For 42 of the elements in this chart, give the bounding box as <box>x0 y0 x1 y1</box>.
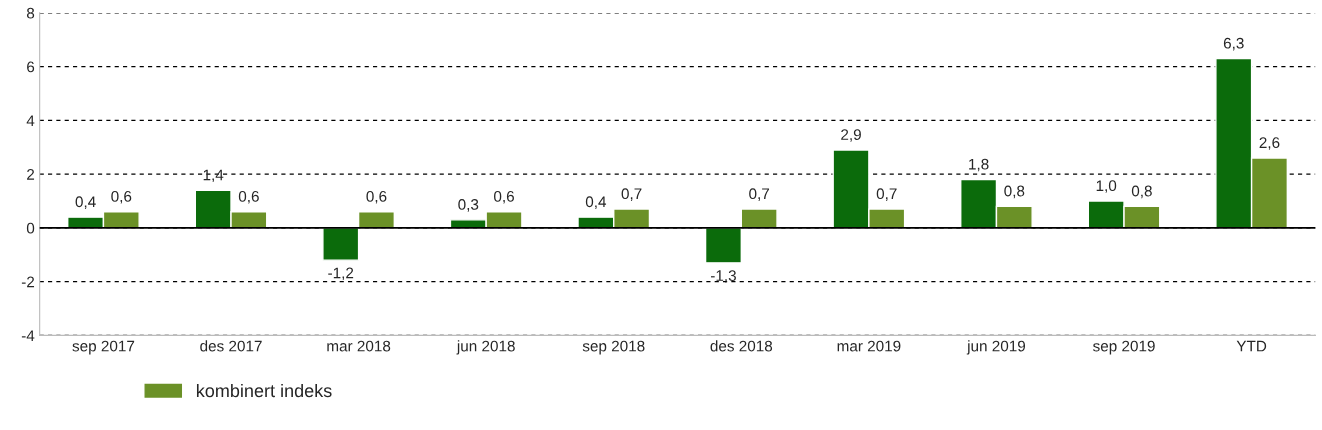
y-tick-label: 2 <box>27 169 35 180</box>
y-tick-label: -2 <box>21 276 35 288</box>
data-label: 0,6 <box>366 190 387 204</box>
bar <box>740 208 778 229</box>
data-label: 0,8 <box>1004 185 1025 199</box>
x-tick-label: jun 2019 <box>966 340 1026 355</box>
y-tick-label: 8 <box>26 7 35 19</box>
data-label: 0,3 <box>458 199 479 212</box>
x-tick-label: des 2018 <box>710 340 773 352</box>
x-tick-label: des 2017 <box>200 340 262 352</box>
data-label: 0,7 <box>876 188 897 201</box>
data-label: 0,4 <box>75 196 96 209</box>
data-label: 1,4 <box>203 169 224 183</box>
data-label: 1,8 <box>969 158 989 172</box>
x-tick-label: mar 2019 <box>837 340 901 352</box>
data-label: 6,3 <box>1223 37 1244 51</box>
bar <box>322 227 360 261</box>
data-label: 0,7 <box>621 188 642 201</box>
data-label: 0,4 <box>585 196 607 209</box>
data-label: 0,6 <box>238 190 259 204</box>
data-label: 0,8 <box>1131 185 1152 199</box>
data-label: -1,2 <box>328 267 354 281</box>
x-tick-label: sep 2018 <box>582 340 645 355</box>
bar <box>357 211 396 229</box>
data-label: 2,6 <box>1259 137 1280 150</box>
y-tick-label: 6 <box>27 61 35 73</box>
x-tick-label: jun 2018 <box>456 340 515 355</box>
x-tick-label: mar 2018 <box>327 340 391 352</box>
x-tick-label: sep 2017 <box>72 340 135 355</box>
bar <box>704 227 743 264</box>
data-label: -1,3 <box>710 270 736 283</box>
y-tick-label: -4 <box>21 330 35 341</box>
data-label: 0,7 <box>749 188 770 201</box>
y-tick-label: 0 <box>26 222 35 234</box>
data-label: 0,6 <box>111 190 132 204</box>
x-tick-label: sep 2019 <box>1093 340 1155 355</box>
data-label: 2,9 <box>841 129 861 142</box>
data-label: 1,0 <box>1096 180 1117 193</box>
y-tick-label: 4 <box>26 115 35 126</box>
legend-label: kombinert indeks <box>196 383 332 398</box>
data-label: 0,6 <box>494 190 514 204</box>
x-tick-label: YTD <box>1236 340 1267 352</box>
